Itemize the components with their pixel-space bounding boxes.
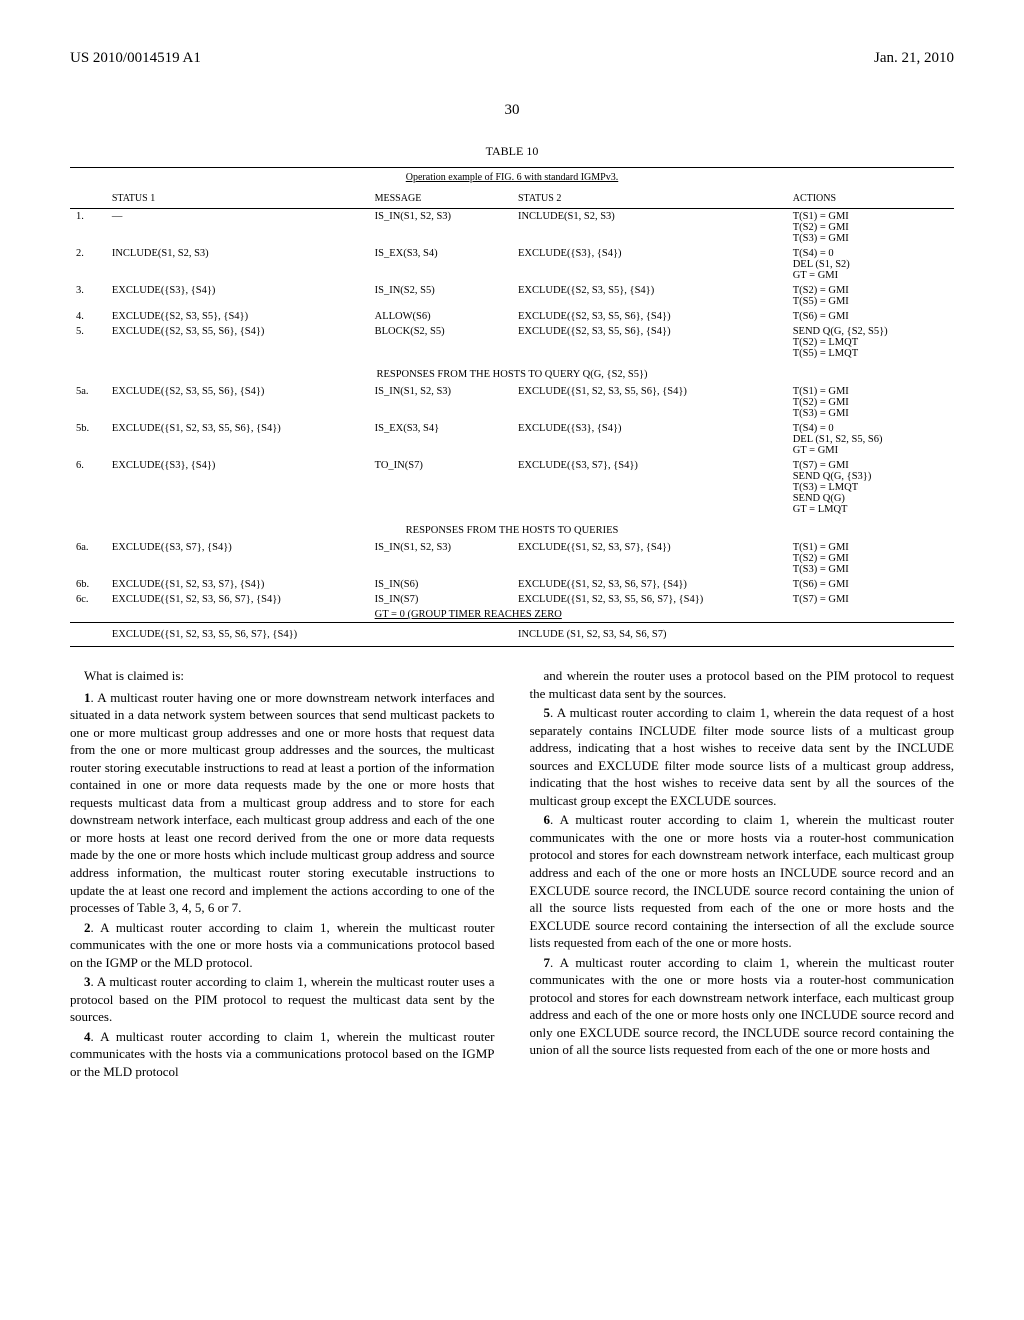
table-cell: 6b. [70,577,106,592]
table-cell: T(S7) = GMI [787,592,954,607]
table-cell: EXCLUDE({S2, S3, S5, S6}, {S4}) [512,324,787,361]
col-message: MESSAGE [369,189,512,209]
table-cell: T(S1) = GMI T(S2) = GMI T(S3) = GMI [787,209,954,247]
table-cell: 3. [70,283,106,309]
table-cell: EXCLUDE({S3}, {S4}) [106,458,369,517]
table-cell: EXCLUDE({S3, S7}, {S4}) [106,540,369,577]
table-cell [787,623,954,647]
table-cell: IS_IN(S1, S2, S3) [369,540,512,577]
section-title: RESPONSES FROM THE HOSTS TO QUERY Q(G, {… [70,361,954,384]
table-row: 6c.EXCLUDE({S1, S2, S3, S6, S7}, {S4})IS… [70,592,954,607]
table-row: 5a.EXCLUDE({S2, S3, S5, S6}, {S4})IS_IN(… [70,384,954,421]
publication-date: Jan. 21, 2010 [874,50,954,67]
table-subtitle: Operation example of FIG. 6 with standar… [70,168,954,190]
section-footer: GT = 0 (GROUP TIMER REACHES ZERO [369,607,954,623]
claims-intro: What is claimed is: [70,667,495,685]
table-cell: 6c. [70,592,106,607]
table-cell: IS_IN(S7) [369,592,512,607]
table-cell: INCLUDE (S1, S2, S3, S4, S6, S7) [512,623,787,647]
publication-number: US 2010/0014519 A1 [70,50,201,67]
table-cell: EXCLUDE({S1, S2, S3, S6, S7}, {S4}) [106,592,369,607]
table-cell: T(S1) = GMI T(S2) = GMI T(S3) = GMI [787,384,954,421]
table-cell: EXCLUDE({S3}, {S4}) [512,246,787,283]
table-cell: 5. [70,324,106,361]
table-row: 5.EXCLUDE({S2, S3, S5, S6}, {S4})BLOCK(S… [70,324,954,361]
table-cell: EXCLUDE({S1, S2, S3, S7}, {S4}) [512,540,787,577]
table-cell: EXCLUDE({S1, S2, S3, S5, S6, S7}, {S4}) [512,592,787,607]
table-cell: IS_IN(S2, S5) [369,283,512,309]
col-num [70,189,106,209]
section-title: RESPONSES FROM THE HOSTS TO QUERIES [70,517,954,540]
table-cell: EXCLUDE({S2, S3, S5, S6}, {S4}) [106,384,369,421]
table-cell: IS_IN(S6) [369,577,512,592]
table-label: TABLE 10 [70,144,954,159]
table-cell: BLOCK(S2, S5) [369,324,512,361]
table-row: 1.—IS_IN(S1, S2, S3)INCLUDE(S1, S2, S3)T… [70,209,954,247]
table-cell: EXCLUDE({S1, S2, S3, S5, S6, S7}, {S4}) [106,623,369,647]
table-cell: INCLUDE(S1, S2, S3) [106,246,369,283]
table-cell: IS_EX(S3, S4) [369,246,512,283]
table-cell: EXCLUDE({S3}, {S4}) [106,283,369,309]
table-cell: 5b. [70,421,106,458]
table-cell: EXCLUDE({S1, S2, S3, S7}, {S4}) [106,577,369,592]
claim-paragraph: 7. A multicast router according to claim… [530,954,955,1059]
table-row: 3.EXCLUDE({S3}, {S4})IS_IN(S2, S5)EXCLUD… [70,283,954,309]
table-cell: INCLUDE(S1, S2, S3) [512,209,787,247]
table-cell [70,623,106,647]
table-cell [369,623,512,647]
table-cell: 5a. [70,384,106,421]
table-row: 6b.EXCLUDE({S1, S2, S3, S7}, {S4})IS_IN(… [70,577,954,592]
claims-section: What is claimed is: 1. A multicast router… [70,667,954,1083]
page-number: 30 [70,102,954,119]
claim-paragraph: 1. A multicast router having one or more… [70,689,495,917]
claim-paragraph: 6. A multicast router according to claim… [530,811,955,951]
table-cell: T(S4) = 0 DEL (S1, S2) GT = GMI [787,246,954,283]
claim-paragraph: 4. A multicast router according to claim… [70,1028,495,1081]
table-cell: — [106,209,369,247]
table-row: 2.INCLUDE(S1, S2, S3)IS_EX(S3, S4)EXCLUD… [70,246,954,283]
claim-paragraph: 3. A multicast router according to claim… [70,973,495,1026]
col-status2: STATUS 2 [512,189,787,209]
table-cell: T(S2) = GMI T(S5) = GMI [787,283,954,309]
table-cell: IS_IN(S1, S2, S3) [369,209,512,247]
table-row: 6a.EXCLUDE({S3, S7}, {S4})IS_IN(S1, S2, … [70,540,954,577]
col-status1: STATUS 1 [106,189,369,209]
table-cell: EXCLUDE({S2, S3, S5}, {S4}) [106,309,369,324]
table-cell: T(S6) = GMI [787,309,954,324]
table-cell: EXCLUDE({S2, S3, S5}, {S4}) [512,283,787,309]
table-10: Operation example of FIG. 6 with standar… [70,167,954,647]
col-actions: ACTIONS [787,189,954,209]
table-cell: EXCLUDE({S2, S3, S5, S6}, {S4}) [512,309,787,324]
table-cell: T(S6) = GMI [787,577,954,592]
table-cell: TO_IN(S7) [369,458,512,517]
claim-paragraph: 5. A multicast router according to claim… [530,704,955,809]
claim-paragraph: and wherein the router uses a protocol b… [530,667,955,702]
table-row: EXCLUDE({S1, S2, S3, S5, S6, S7}, {S4}) I… [70,623,954,647]
table-cell: IS_EX(S3, S4} [369,421,512,458]
table-cell: 6. [70,458,106,517]
table-cell: IS_IN(S1, S2, S3) [369,384,512,421]
table-cell: EXCLUDE({S1, S2, S3, S5, S6}, {S4}) [106,421,369,458]
table-cell: EXCLUDE({S1, S2, S3, S6, S7}, {S4}) [512,577,787,592]
table-cell: 6a. [70,540,106,577]
table-cell: ALLOW(S6) [369,309,512,324]
table-cell: EXCLUDE({S3}, {S4}) [512,421,787,458]
table-row: 4.EXCLUDE({S2, S3, S5}, {S4})ALLOW(S6)EX… [70,309,954,324]
table-row: 5b.EXCLUDE({S1, S2, S3, S5, S6}, {S4})IS… [70,421,954,458]
table-cell: T(S7) = GMI SEND Q(G, {S3}) T(S3) = LMQT… [787,458,954,517]
table-cell: EXCLUDE({S1, S2, S3, S5, S6}, {S4}) [512,384,787,421]
table-cell: T(S4) = 0 DEL (S1, S2, S5, S6) GT = GMI [787,421,954,458]
table-row: 6.EXCLUDE({S3}, {S4})TO_IN(S7)EXCLUDE({S… [70,458,954,517]
table-cell: SEND Q(G, {S2, S5}) T(S2) = LMQT T(S5) =… [787,324,954,361]
table-cell: T(S1) = GMI T(S2) = GMI T(S3) = GMI [787,540,954,577]
claim-paragraph: 2. A multicast router according to claim… [70,919,495,972]
table-header-row: STATUS 1 MESSAGE STATUS 2 ACTIONS [70,189,954,209]
table-cell: 2. [70,246,106,283]
table-cell: 4. [70,309,106,324]
table-cell: EXCLUDE({S3, S7}, {S4}) [512,458,787,517]
table-cell: EXCLUDE({S2, S3, S5, S6}, {S4}) [106,324,369,361]
table-cell: 1. [70,209,106,247]
